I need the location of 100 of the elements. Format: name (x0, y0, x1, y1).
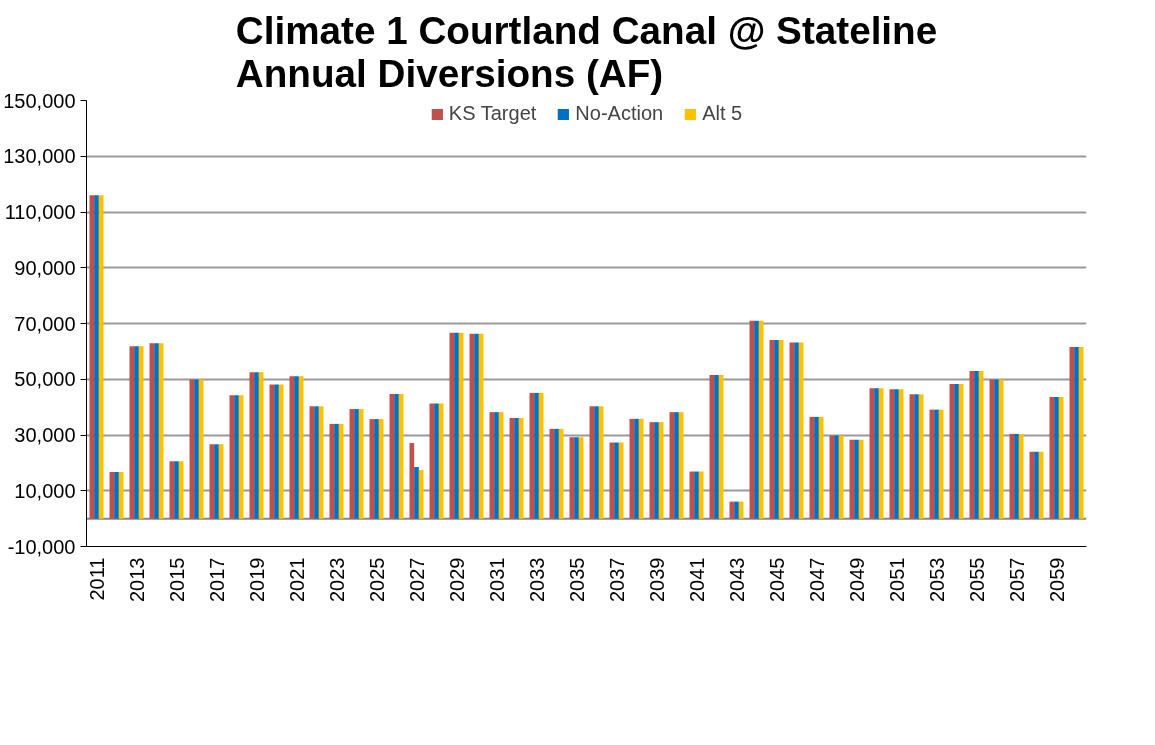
y-tick-label: -10,000 (7, 535, 76, 558)
bar (814, 416, 819, 519)
x-tick-label: 2023 (325, 557, 348, 602)
x-tick-label: 2059 (1045, 557, 1068, 602)
bar (934, 409, 939, 519)
bar (318, 406, 324, 519)
bar (738, 501, 744, 519)
bar (378, 419, 384, 519)
x-tick-label: 2015 (165, 557, 188, 602)
bar (134, 346, 139, 519)
bar (474, 333, 479, 519)
bar (1034, 451, 1039, 519)
bar (854, 439, 859, 519)
bar (714, 375, 719, 519)
bar (654, 422, 659, 519)
bar (578, 437, 584, 519)
bar (858, 439, 864, 519)
bar (898, 389, 904, 519)
bar (394, 394, 399, 519)
x-tick-label: 2041 (685, 557, 708, 602)
x-tick-label: 2025 (365, 557, 388, 602)
bar (954, 383, 959, 519)
bar (754, 320, 759, 519)
bar (734, 501, 739, 519)
bar (618, 442, 624, 519)
y-tick-label: 10,000 (14, 479, 76, 502)
bar (894, 389, 899, 519)
bar (174, 461, 179, 519)
bar (538, 392, 544, 519)
bar (214, 444, 219, 519)
x-tick-label: 2033 (525, 557, 548, 602)
bar (314, 406, 319, 519)
bar (634, 418, 639, 519)
bar (938, 409, 944, 519)
bar (678, 412, 684, 519)
bar (158, 343, 164, 519)
y-tick-label: 30,000 (14, 424, 76, 446)
x-tick-label: 2037 (605, 557, 628, 602)
bar (998, 379, 1004, 519)
bar (154, 343, 159, 519)
x-tick-label: 2011 (85, 557, 108, 601)
bar (598, 406, 604, 519)
x-tick-label: 2017 (205, 557, 228, 602)
bar (198, 379, 204, 519)
x-tick-label: 2035 (565, 557, 588, 602)
x-tick-label: 2043 (725, 557, 748, 602)
bar (514, 418, 519, 519)
y-tick-label: 50,000 (14, 368, 76, 391)
bar (698, 471, 704, 519)
bar (298, 376, 304, 519)
bar (138, 346, 144, 519)
legend-label: No-Action (575, 102, 664, 125)
bar (1074, 346, 1079, 519)
bar (238, 395, 244, 519)
bar (258, 372, 264, 519)
y-tick-label: 150,000 (3, 89, 76, 112)
bar (478, 333, 484, 519)
bar (118, 472, 124, 519)
x-tick-label: 2019 (245, 557, 268, 602)
bar (638, 418, 644, 519)
bar (278, 384, 284, 519)
bar (914, 394, 919, 519)
x-tick-label: 2053 (925, 557, 948, 602)
bar (1038, 451, 1044, 519)
bar (354, 409, 359, 519)
bar (758, 320, 764, 519)
bar (454, 332, 459, 519)
legend-label: Alt 5 (702, 102, 743, 125)
y-tick-label: 130,000 (3, 145, 76, 168)
bar (414, 467, 419, 519)
bar (98, 195, 104, 519)
bar (334, 423, 339, 519)
bar (674, 412, 679, 519)
bar (534, 392, 539, 519)
bar (918, 394, 924, 519)
bar (274, 384, 279, 519)
bar (498, 412, 504, 519)
bar (94, 195, 99, 519)
bar (798, 342, 804, 519)
bar (398, 394, 404, 519)
bar (1078, 346, 1084, 519)
bar (838, 435, 844, 519)
bar (774, 339, 779, 519)
bar (1018, 433, 1024, 519)
bar (114, 472, 119, 519)
x-tick-label: 2045 (765, 557, 788, 602)
bar (974, 370, 979, 519)
chart-title: Climate 1 Courtland Canal @ Stateline Annual Diversions (AF) (235, 8, 938, 95)
bar (694, 471, 699, 519)
bar (658, 422, 664, 519)
bar (978, 370, 984, 519)
bar (438, 403, 444, 519)
x-tick-label: 2047 (805, 557, 828, 602)
bar (574, 437, 579, 519)
bar (518, 418, 524, 519)
bar (1054, 397, 1059, 519)
bar (494, 412, 499, 519)
bar (718, 375, 724, 519)
bar (358, 409, 364, 519)
x-tick-label: 2029 (445, 557, 468, 602)
